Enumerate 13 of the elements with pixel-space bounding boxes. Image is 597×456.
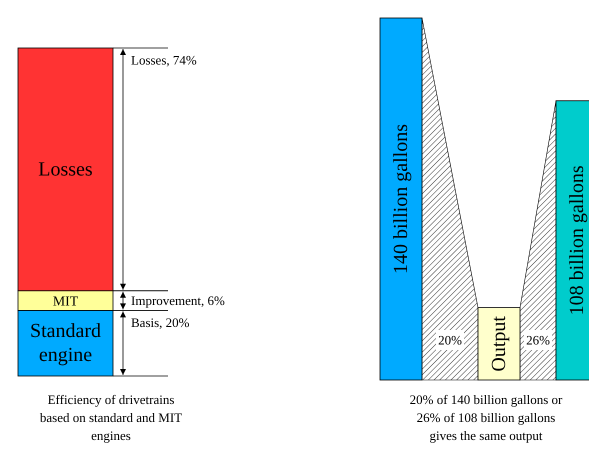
data-label: Basis, 20% xyxy=(131,314,190,330)
annotation: 26% xyxy=(526,332,550,348)
text: 20% of 140 billion gallons or 26% of 108 billion gallons gives the same output xyxy=(410,392,564,443)
data-label: Losses, 74% xyxy=(131,52,197,68)
annotation: 20% xyxy=(438,332,462,348)
text: Efficiency of drivetrains based on standard and MIT engines xyxy=(40,392,182,443)
series-label: Losses xyxy=(38,158,93,180)
data-label: Improvement, 6% xyxy=(131,293,226,308)
data-label: 108 billion gallons xyxy=(566,165,588,316)
data-label: 140 billion gallons xyxy=(390,124,412,274)
series-label: Standard engine xyxy=(30,320,102,366)
series-label: MIT xyxy=(52,293,79,308)
data-label: Output xyxy=(488,316,510,372)
